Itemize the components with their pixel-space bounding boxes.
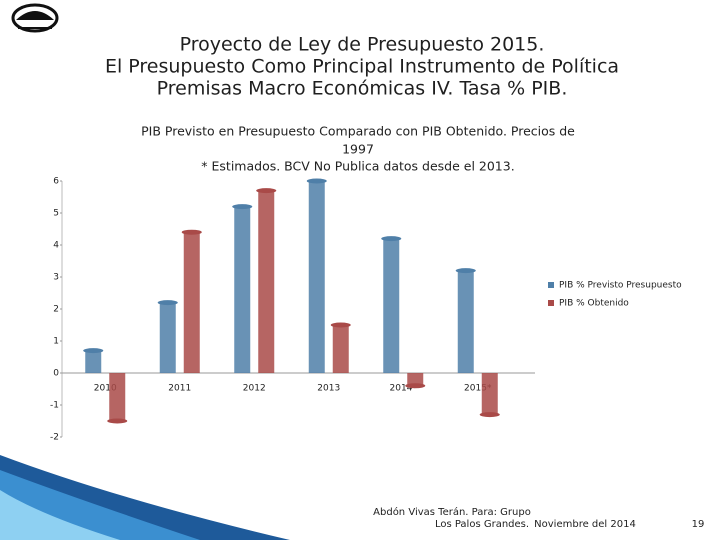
bar: [258, 190, 275, 373]
legend-swatch: [548, 282, 554, 288]
y-tick-label: 0: [53, 369, 59, 379]
heading: Proyecto de Ley de Presupuesto 2015.: [180, 34, 545, 56]
bar: [234, 206, 251, 373]
bar-cap: [83, 348, 104, 354]
logo: [11, 3, 59, 33]
bar: [183, 232, 200, 373]
bar: [383, 238, 400, 373]
bar-cap: [330, 322, 351, 328]
y-tick-label: 6: [53, 177, 59, 187]
bar: [159, 302, 176, 373]
bar: [407, 373, 424, 386]
y-tick-label: 2: [53, 305, 59, 315]
y-tick-label: 4: [53, 241, 59, 251]
bar-cap: [157, 300, 178, 306]
footer-author: Los Palos Grandes.: [435, 519, 529, 530]
bar-cap: [107, 418, 128, 424]
legend-label: PIB % Previsto Presupuesto: [559, 281, 682, 291]
x-tick-label: 2013: [317, 384, 340, 394]
bar: [85, 350, 102, 373]
bar-cap: [479, 412, 500, 418]
footer-date: Noviembre del 2014: [534, 519, 636, 530]
bar-cap: [455, 268, 476, 274]
y-tick-label: 1: [53, 337, 59, 347]
bar-cap: [232, 204, 253, 210]
bar-cap: [405, 383, 426, 389]
x-tick-label: 2010: [94, 384, 117, 394]
bar-cap: [256, 188, 277, 194]
chart-title: PIB Previsto en Presupuesto Comparado co…: [141, 124, 575, 139]
chart-title: 1997: [342, 142, 374, 157]
y-tick-label: -1: [50, 401, 59, 411]
x-tick-label: 2015*: [464, 384, 492, 394]
y-tick-label: 5: [53, 209, 59, 219]
footer-author: Abdón Vivas Terán. Para: Grupo: [373, 506, 531, 518]
legend-label: PIB % Obtenido: [559, 299, 629, 309]
page-number: 19: [692, 519, 705, 530]
chart-title: * Estimados. BCV No Publica datos desde …: [201, 159, 514, 174]
bar: [308, 181, 325, 373]
x-tick-label: 2011: [168, 384, 191, 394]
x-tick-label: 2014*: [390, 384, 418, 394]
bar: [457, 270, 474, 373]
bar: [481, 373, 498, 415]
heading: Premisas Macro Económicas IV. Tasa % PIB…: [157, 78, 568, 100]
y-tick-label: -2: [50, 433, 59, 443]
x-tick-label: 2012: [243, 384, 266, 394]
bar-cap: [181, 229, 202, 235]
legend-swatch: [548, 300, 554, 306]
bar: [109, 373, 126, 421]
y-tick-label: 3: [53, 273, 59, 283]
bar-cap: [381, 236, 402, 242]
heading: El Presupuesto Como Principal Instrument…: [105, 56, 619, 78]
bar: [332, 325, 349, 373]
bar-cap: [306, 178, 327, 184]
decoration: [0, 455, 290, 540]
